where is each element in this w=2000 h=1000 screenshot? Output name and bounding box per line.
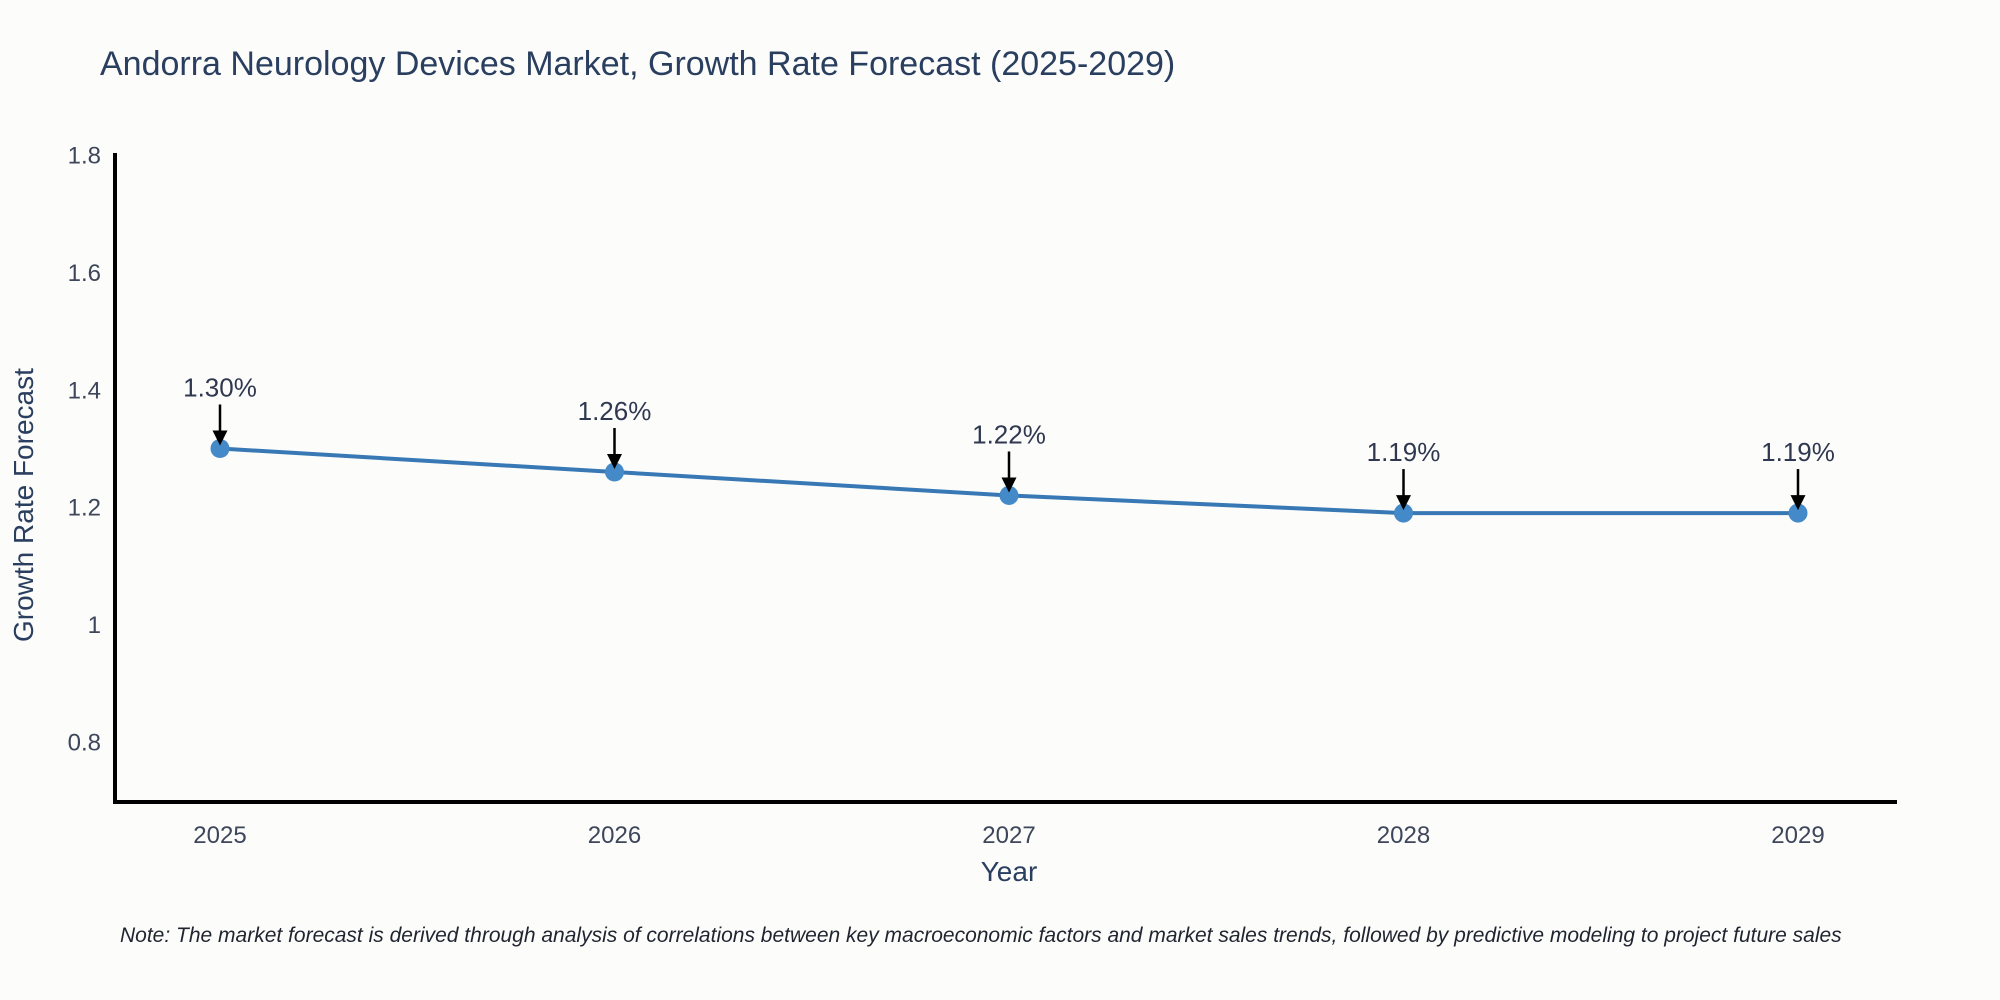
annotation-label: 1.19% xyxy=(1367,437,1441,467)
y-tick-label: 1 xyxy=(88,612,101,639)
y-tick-label: 1.6 xyxy=(68,260,101,287)
annotation-arrow-head xyxy=(1396,495,1411,511)
y-tick-label: 0.8 xyxy=(68,730,101,757)
y-tick-label: 1.4 xyxy=(68,377,101,404)
y-tick-label: 1.8 xyxy=(68,143,101,170)
data-point-marker xyxy=(210,439,230,458)
annotation-arrow-head xyxy=(212,430,228,446)
data-point-marker xyxy=(999,485,1019,505)
footnote: Note: The market forecast is derived thr… xyxy=(120,924,1842,947)
data-point-marker xyxy=(1788,503,1808,523)
annotation-arrow-head xyxy=(1001,477,1017,493)
data-point-marker xyxy=(605,462,624,482)
annotation-arrow-head xyxy=(607,453,622,469)
x-tick-label: 2026 xyxy=(588,822,641,849)
annotation-arrow-head xyxy=(1790,495,1806,511)
annotation-label: 1.22% xyxy=(972,419,1046,449)
x-axis-title: Year xyxy=(980,856,1038,887)
annotation-label: 1.19% xyxy=(1761,437,1835,467)
axis-frame-line xyxy=(113,153,1897,804)
x-tick-label: 2027 xyxy=(982,822,1035,849)
x-tick-label: 2025 xyxy=(193,822,246,849)
y-axis-title: Growth Rate Forecast xyxy=(8,368,39,642)
x-tick-label: 2029 xyxy=(1771,822,1824,849)
data-point-marker xyxy=(1394,503,1413,523)
annotation-label: 1.26% xyxy=(578,396,652,426)
chart-title: Andorra Neurology Devices Market, Growth… xyxy=(100,45,1176,83)
y-tick-label: 1.2 xyxy=(68,495,101,522)
annotation-label: 1.30% xyxy=(183,373,257,403)
x-tick-label: 2028 xyxy=(1377,822,1430,849)
